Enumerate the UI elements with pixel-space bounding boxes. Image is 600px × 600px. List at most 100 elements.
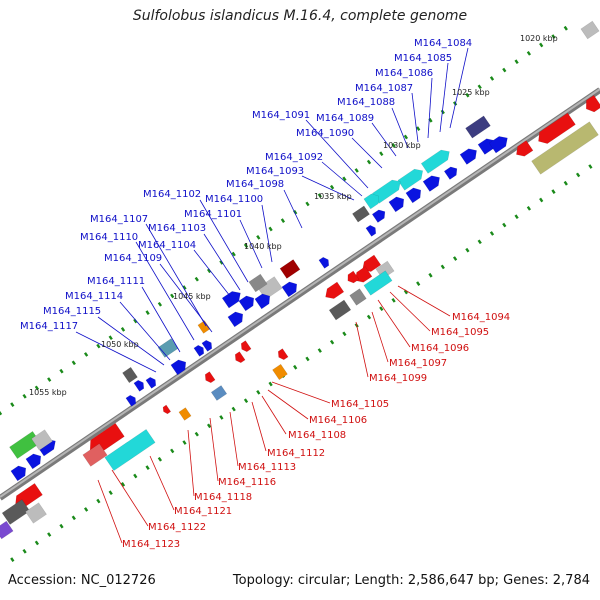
tick-mark bbox=[268, 226, 273, 232]
gene-label-top: M164_1103 bbox=[148, 223, 206, 234]
gene-block bbox=[162, 404, 172, 415]
tick-mark bbox=[305, 356, 310, 362]
gene-label-bottom: M164_1095 bbox=[431, 327, 489, 338]
gene-block bbox=[277, 348, 289, 361]
tick-mark bbox=[391, 298, 396, 303]
leader-line-bottom bbox=[371, 311, 389, 363]
tick-mark bbox=[477, 84, 482, 90]
tick-mark bbox=[305, 201, 310, 207]
label-leader-lines bbox=[75, 47, 469, 544]
gene-block bbox=[122, 366, 138, 384]
scale-label: 1025 kbp bbox=[452, 88, 490, 97]
tick-mark bbox=[10, 402, 15, 407]
tick-mark bbox=[317, 193, 322, 198]
scale-label: 1050 kbp bbox=[101, 340, 139, 349]
gene-label-bottom: M164_1105 bbox=[331, 399, 389, 410]
top-tick-track bbox=[0, 25, 568, 416]
gene-block bbox=[170, 359, 187, 376]
tick-mark bbox=[243, 398, 249, 404]
scale-label: 1020 kbp bbox=[520, 34, 558, 43]
tick-mark bbox=[108, 490, 113, 496]
gene-label-top: M164_1107 bbox=[90, 214, 148, 225]
tick-mark bbox=[551, 34, 556, 39]
tick-mark bbox=[526, 51, 532, 56]
gene-block bbox=[443, 166, 458, 180]
gene-label-bottom: M164_1099 bbox=[369, 373, 427, 384]
tick-mark bbox=[120, 482, 126, 487]
leader-line-bottom bbox=[377, 299, 411, 348]
gene-block bbox=[210, 385, 228, 401]
gene-block bbox=[221, 291, 241, 309]
tick-mark bbox=[526, 206, 532, 211]
scale-label: 1030 kbp bbox=[383, 141, 421, 150]
leader-line-top bbox=[199, 199, 249, 283]
leader-line-top bbox=[261, 204, 273, 263]
gene-block bbox=[178, 407, 192, 421]
gene-label-bottom: M164_1113 bbox=[238, 462, 296, 473]
leader-line-top bbox=[145, 223, 207, 327]
tick-mark bbox=[83, 507, 89, 512]
tick-mark bbox=[243, 243, 249, 249]
tick-mark bbox=[268, 381, 273, 387]
gene-block bbox=[347, 270, 360, 284]
gene-block bbox=[465, 115, 491, 139]
gene-label-top: M164_1098 bbox=[226, 179, 284, 190]
tick-mark bbox=[145, 310, 150, 315]
gene-block bbox=[125, 394, 137, 407]
tick-mark bbox=[0, 410, 3, 416]
tick-mark bbox=[403, 289, 409, 295]
gene-block bbox=[585, 94, 600, 113]
leader-line-top bbox=[411, 92, 419, 143]
gene-block bbox=[422, 175, 440, 192]
leader-line-top bbox=[239, 219, 263, 269]
tick-mark bbox=[329, 184, 335, 190]
tick-mark bbox=[539, 42, 544, 48]
tick-mark bbox=[47, 377, 52, 382]
gene-label-top: M164_1085 bbox=[394, 53, 452, 64]
gene-label-bottom: M164_1122 bbox=[148, 522, 206, 533]
tick-mark bbox=[182, 285, 187, 290]
genome-backbone bbox=[0, 87, 600, 501]
gene-block bbox=[145, 376, 157, 389]
leader-line-top bbox=[427, 77, 433, 139]
leader-line-top bbox=[141, 286, 181, 353]
tick-mark bbox=[416, 281, 421, 286]
gene-block bbox=[365, 224, 377, 237]
gene-label-top: M164_1101 bbox=[184, 209, 242, 220]
gene-block bbox=[240, 340, 252, 353]
gene-block bbox=[580, 20, 600, 40]
tick-mark bbox=[10, 557, 15, 562]
tick-mark bbox=[514, 59, 519, 65]
gene-block bbox=[531, 121, 599, 175]
leader-line-top bbox=[75, 331, 157, 373]
tick-mark bbox=[563, 25, 568, 31]
tick-mark bbox=[59, 368, 64, 374]
gene-block bbox=[352, 205, 370, 223]
gene-label-top: M164_1093 bbox=[246, 166, 304, 177]
gene-block bbox=[397, 168, 424, 191]
tick-mark bbox=[256, 390, 261, 395]
tick-mark bbox=[145, 465, 150, 470]
gene-block bbox=[104, 428, 156, 472]
tick-mark bbox=[59, 523, 64, 529]
leader-line-bottom bbox=[149, 455, 175, 511]
gene-block bbox=[325, 281, 345, 299]
tick-mark bbox=[231, 406, 236, 412]
gene-block bbox=[355, 266, 373, 283]
leader-line-top bbox=[119, 301, 171, 361]
leader-line-top bbox=[159, 263, 213, 333]
tick-mark bbox=[280, 218, 286, 223]
tick-mark bbox=[256, 235, 261, 240]
gene-block bbox=[25, 502, 47, 524]
scale-labels: 1020 kbp 1025 kbp 1030 kbp 1035 kbp 1040… bbox=[29, 34, 558, 397]
gene-block bbox=[0, 520, 14, 540]
tick-mark bbox=[194, 276, 199, 282]
tick-mark bbox=[551, 189, 556, 194]
gene-block bbox=[157, 338, 179, 358]
leader-line-top bbox=[193, 249, 231, 297]
leader-line-top bbox=[97, 316, 165, 366]
gene-label-top: M164_1088 bbox=[337, 97, 395, 108]
gene-label-bottom: M164_1116 bbox=[218, 477, 276, 488]
gene-block bbox=[371, 209, 386, 223]
tick-mark bbox=[391, 143, 396, 148]
